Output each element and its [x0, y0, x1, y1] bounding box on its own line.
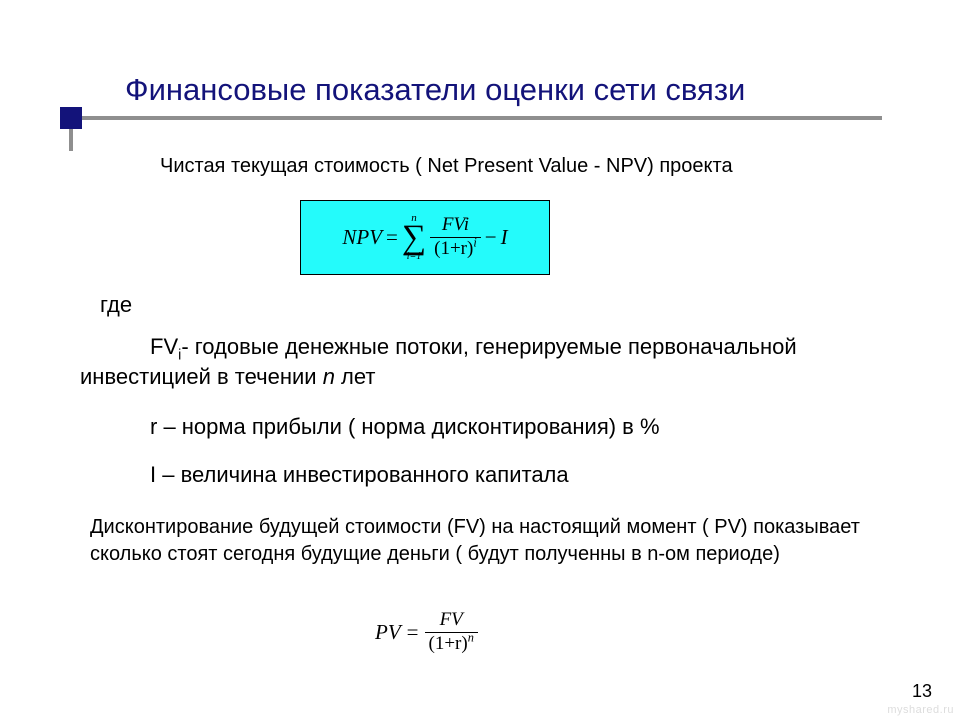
- accent-square: [60, 107, 82, 129]
- formula-pv: PV = FV (1+r)n: [375, 610, 478, 655]
- pv-numerator: FV: [436, 610, 467, 631]
- definition-r: r – норма прибыли ( норма дисконтировани…: [150, 412, 910, 442]
- slide: Финансовые показатели оценки сети связи …: [0, 0, 960, 720]
- page-number: 13: [912, 681, 932, 702]
- formula-tail: I: [501, 225, 508, 250]
- slide-title: Финансовые показатели оценки сети связи: [125, 72, 745, 108]
- pv-lhs: PV: [375, 620, 401, 645]
- formula-npv-box: NPV = n ∑ i=1 FVi (1+r)i − I: [300, 200, 550, 275]
- sigma: n ∑ i=1: [402, 213, 426, 261]
- watermark: myshared.ru: [887, 704, 954, 716]
- fraction-pv: FV (1+r)n: [425, 610, 478, 655]
- accent-line-vertical: [69, 129, 73, 151]
- definition-i: I – величина инвестированного капитала: [150, 460, 910, 490]
- sigma-lower: i=1: [407, 252, 422, 262]
- pv-equals: =: [407, 620, 419, 645]
- formula-lhs: NPV: [342, 225, 382, 250]
- pv-denominator: (1+r)n: [425, 634, 478, 655]
- formula-npv: NPV = n ∑ i=1 FVi (1+r)i − I: [342, 213, 507, 261]
- sigma-symbol: ∑: [402, 224, 426, 251]
- subtitle: Чистая текущая стоимость ( Net Present V…: [160, 155, 733, 178]
- fraction-denominator: (1+r)i: [430, 239, 481, 260]
- definition-fv: FVi- годовые денежные потоки, генерируем…: [80, 332, 840, 391]
- fraction-npv: FVi (1+r)i: [430, 215, 481, 260]
- equals-sign: =: [386, 225, 398, 250]
- discount-paragraph: Дисконтирование будущей стоимости (FV) н…: [90, 514, 880, 568]
- minus-sign: −: [485, 225, 497, 250]
- accent-line-horizontal: [82, 116, 882, 120]
- fraction-numerator: FVi: [438, 215, 473, 236]
- where-label: где: [100, 290, 132, 320]
